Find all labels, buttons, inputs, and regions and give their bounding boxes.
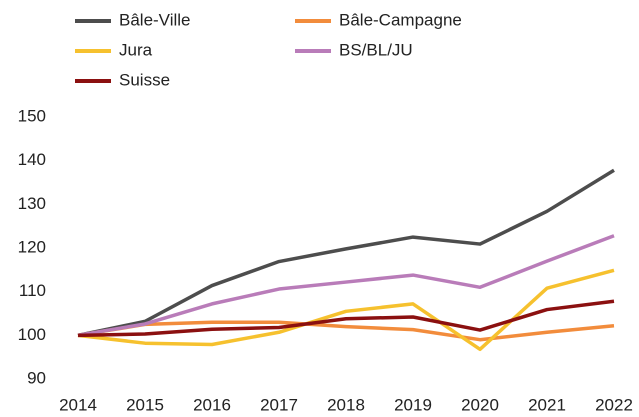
x-tick-label: 2018 [327,395,365,414]
line-series [77,320,615,342]
legend-label: BS/BL/JU [339,40,413,59]
legend-label: Bâle-Campagne [339,10,462,29]
legend-label: Jura [119,40,153,59]
x-tick-label: 2015 [126,395,164,414]
line-series [77,299,615,338]
y-tick-label: 140 [18,150,46,169]
x-tick-label: 2020 [461,395,499,414]
y-tick-label: 150 [18,106,46,125]
x-tick-label: 2021 [528,395,566,414]
y-tick-label: 100 [18,325,46,344]
line-series [77,268,615,352]
y-tick-label: 90 [27,368,46,387]
x-tick-label: 2019 [394,395,432,414]
legend-label: Bâle-Ville [119,10,191,29]
y-tick-label: 120 [18,237,46,256]
y-tick-label: 110 [19,281,46,300]
x-tick-label: 2022 [595,395,633,414]
line-series [77,234,615,338]
y-tick-label: 130 [18,194,46,213]
x-tick-label: 2016 [193,395,231,414]
line-series [77,168,615,338]
x-tick-label: 2014 [59,395,97,414]
x-tick-label: 2017 [260,395,298,414]
legend-label: Suisse [119,70,170,89]
